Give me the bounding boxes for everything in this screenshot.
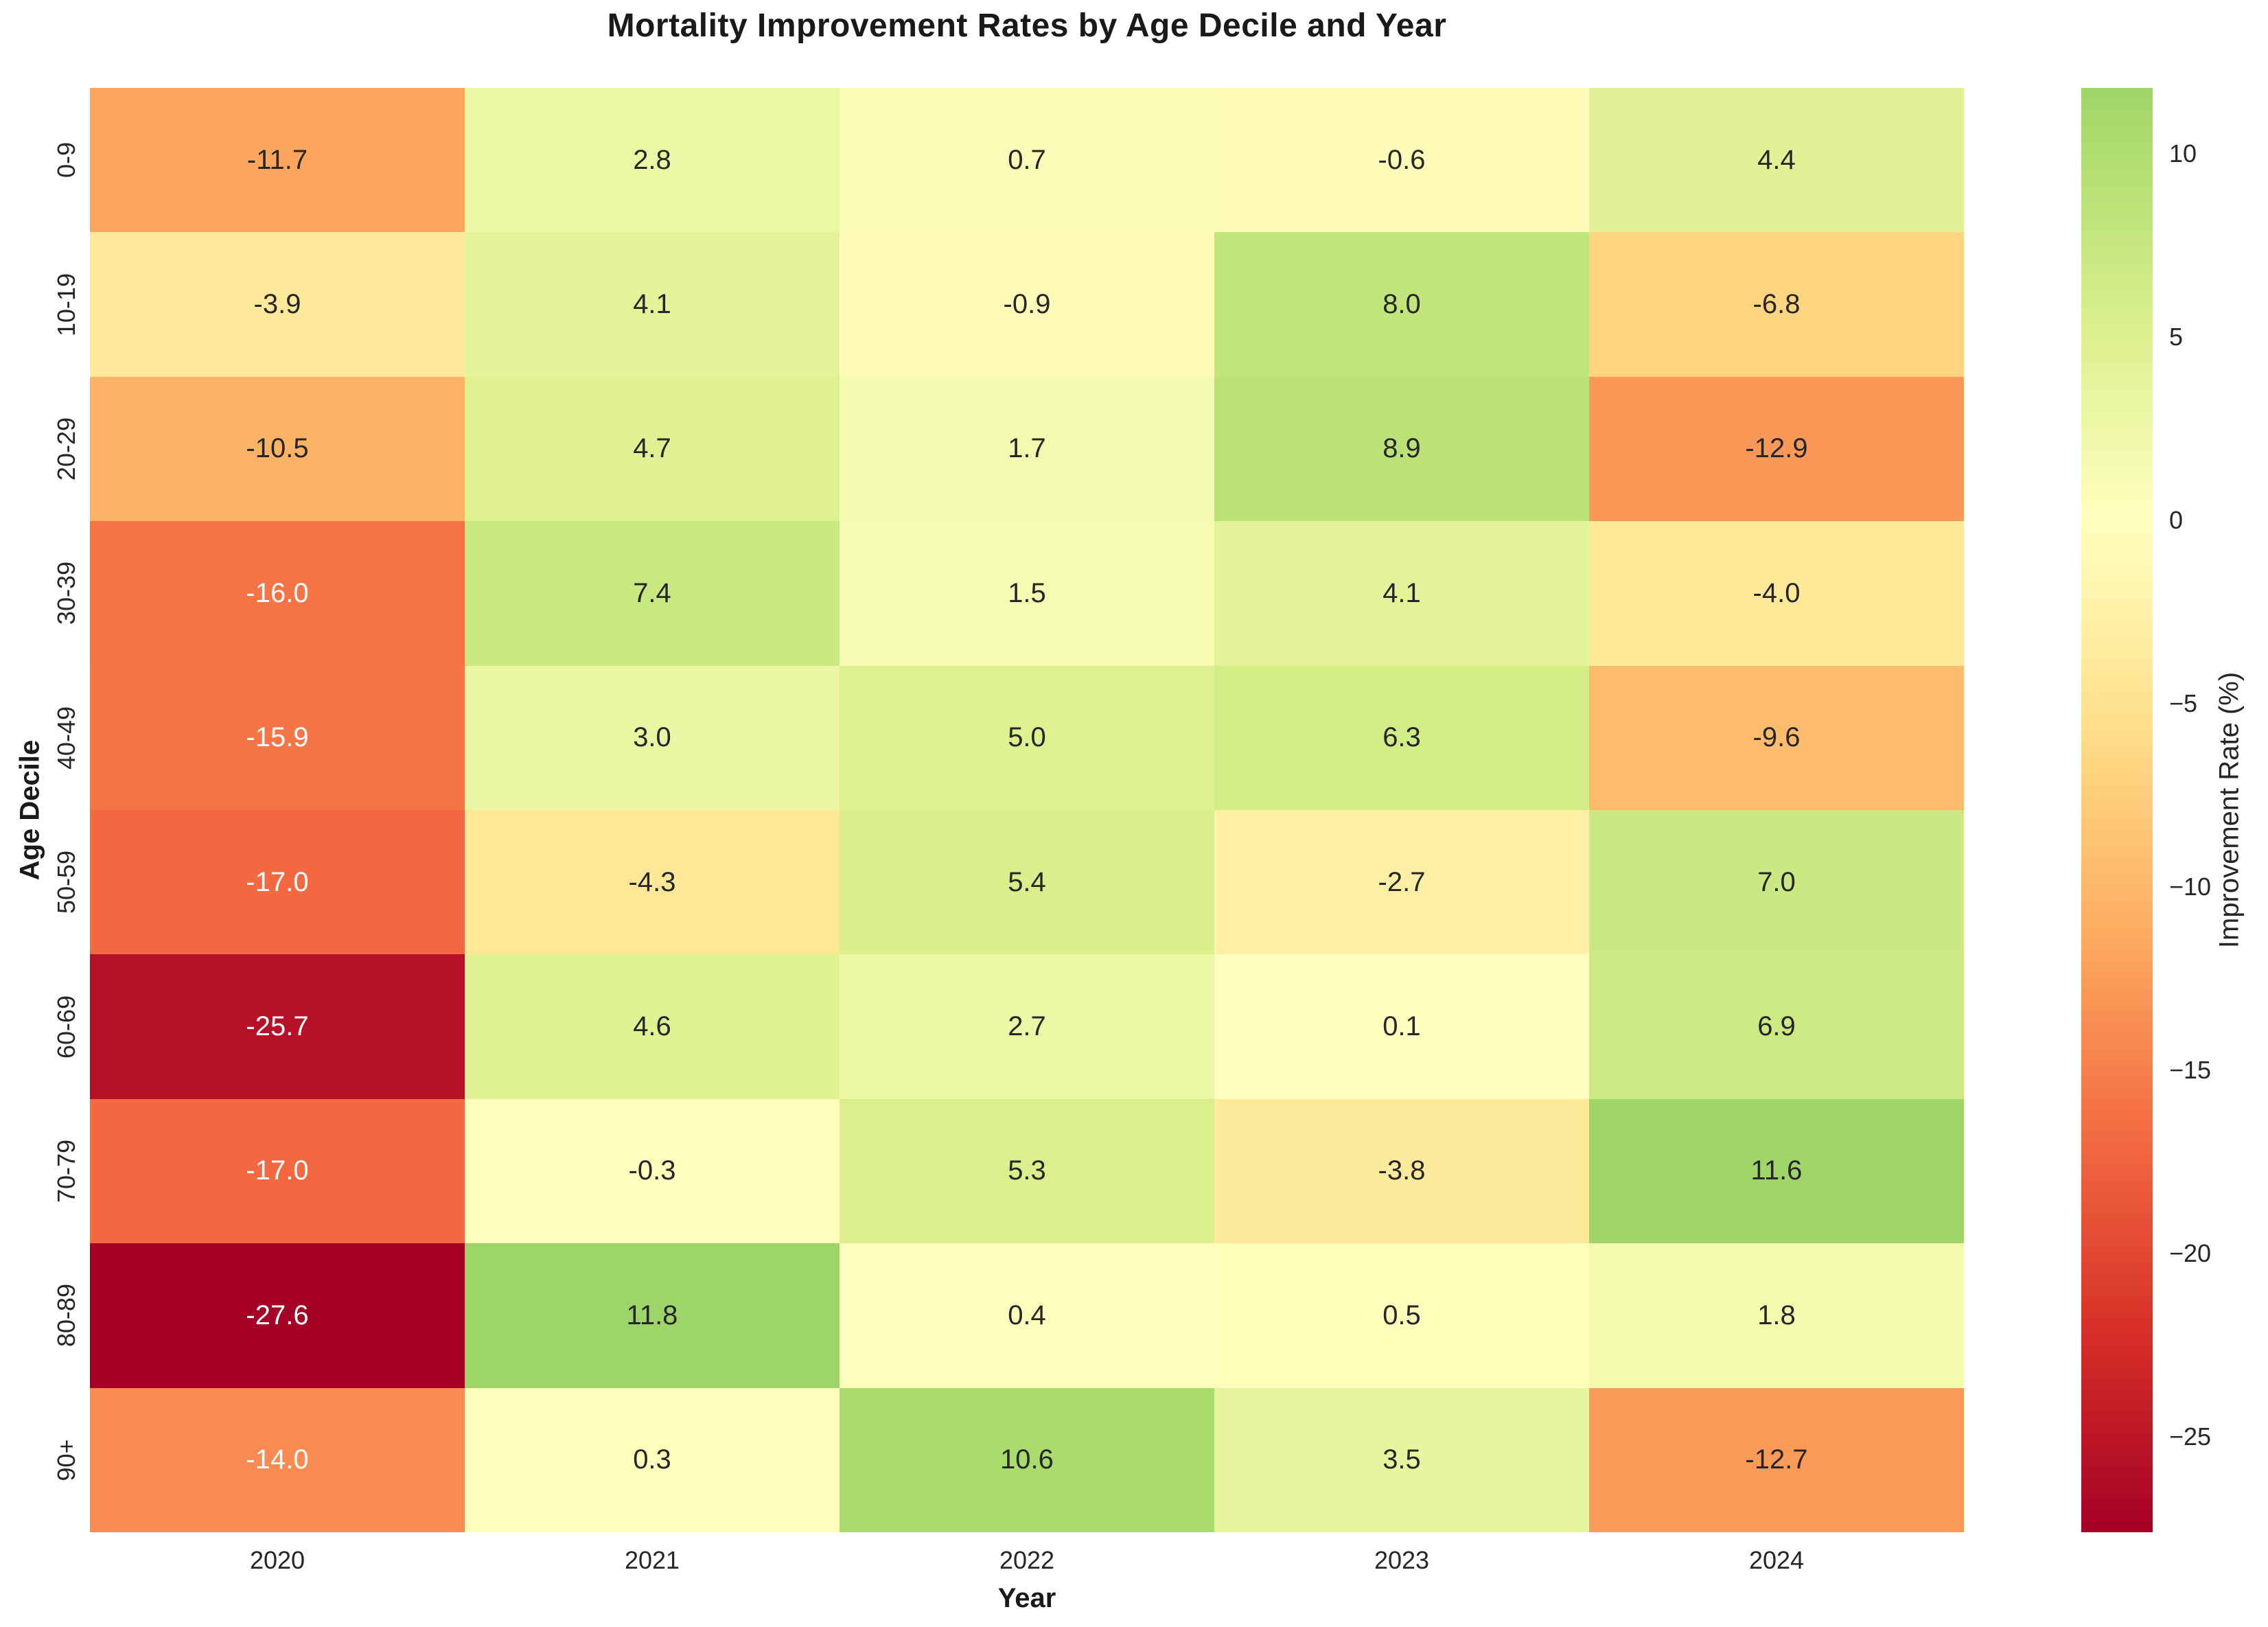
- heatmap-cell: -16.0: [90, 521, 465, 666]
- y-tick-label: 70-79: [52, 1139, 80, 1203]
- heatmap-cell: -3.9: [90, 232, 465, 377]
- heatmap-cell: 0.7: [840, 88, 1214, 233]
- heatmap-cell: -17.0: [90, 1098, 465, 1244]
- heatmap-cell: 1.5: [840, 521, 1214, 666]
- y-axis-label: Age Decile: [14, 739, 45, 881]
- colorbar-tick-label: −25: [2169, 1422, 2212, 1451]
- heatmap-cell: 5.3: [840, 1098, 1214, 1244]
- heatmap-cell: 0.1: [1214, 954, 1589, 1099]
- x-tick-label: 2023: [1374, 1546, 1430, 1574]
- colorbar-tick-label: −20: [2169, 1239, 2212, 1268]
- heatmap-cell: -6.8: [1589, 232, 1964, 377]
- heatmap-cell: 7.4: [465, 521, 840, 666]
- heatmap-cell: 8.0: [1214, 232, 1589, 377]
- colorbar: [2081, 88, 2153, 1532]
- x-tick-label: 2022: [999, 1546, 1055, 1574]
- heatmap-cell: -4.3: [465, 809, 840, 955]
- colorbar-label: Improvement Rate (%): [2214, 671, 2245, 949]
- y-tick-label: 0-9: [52, 142, 80, 178]
- colorbar-tick-label: 0: [2169, 506, 2184, 535]
- heatmap-cell: -27.6: [90, 1243, 465, 1388]
- heatmap-cell: 5.4: [840, 809, 1214, 955]
- heatmap-cell: 4.6: [465, 954, 840, 1099]
- heatmap-cell: -11.7: [90, 88, 465, 233]
- heatmap-cell: 6.9: [1589, 954, 1964, 1099]
- heatmap-cell: -12.7: [1589, 1387, 1964, 1532]
- x-tick-label: 2020: [249, 1546, 305, 1574]
- heatmap-cell: 1.8: [1589, 1243, 1964, 1388]
- heatmap-cell: 4.7: [465, 376, 840, 522]
- heatmap-cell: -4.0: [1589, 521, 1964, 666]
- heatmap-cell: 4.1: [1214, 521, 1589, 666]
- heatmap-cell: 8.9: [1214, 376, 1589, 522]
- heatmap-cell: 3.0: [465, 665, 840, 810]
- y-tick-label: 50-59: [52, 851, 80, 914]
- heatmap-cell: -3.8: [1214, 1098, 1589, 1244]
- x-tick-label: 2024: [1748, 1546, 1805, 1574]
- colorbar-tick-label: 10: [2169, 139, 2197, 168]
- colorbar-tick-label: −15: [2169, 1056, 2212, 1085]
- heatmap-cell: -9.6: [1589, 665, 1964, 810]
- heatmap-cell: -0.3: [465, 1098, 840, 1244]
- heatmap-cell: 0.5: [1214, 1243, 1589, 1388]
- heatmap-cell: 4.1: [465, 232, 840, 377]
- heatmap-grid: -11.7 2.8 0.7 -0.6 4.4 -3.9 4.1 -0.9 8.0 -6.8 -10.…: [90, 88, 1964, 1532]
- y-tick-label: 30-39: [52, 562, 80, 625]
- heatmap-cell: -10.5: [90, 376, 465, 522]
- y-tick-label: 90+: [52, 1439, 80, 1481]
- heatmap-cell: 1.7: [840, 376, 1214, 522]
- y-tick-label: 10-19: [52, 273, 80, 336]
- heatmap-cell: 6.3: [1214, 665, 1589, 810]
- heatmap-cell: 7.0: [1589, 809, 1964, 955]
- heatmap-cell: 2.7: [840, 954, 1214, 1099]
- heatmap-cell: -14.0: [90, 1387, 465, 1532]
- heatmap-cell: -12.9: [1589, 376, 1964, 522]
- x-tick-label: 2021: [624, 1546, 680, 1574]
- heatmap-cell: 2.8: [465, 88, 840, 233]
- heatmap-cell: -15.9: [90, 665, 465, 810]
- heatmap-cell: -25.7: [90, 954, 465, 1099]
- heatmap-cell: 11.8: [465, 1243, 840, 1388]
- x-axis-label: Year: [997, 1583, 1056, 1613]
- colorbar-tick-label: −5: [2169, 689, 2198, 718]
- heatmap-cell: -0.6: [1214, 88, 1589, 233]
- heatmap-cell: 11.6: [1589, 1098, 1964, 1244]
- heatmap-cell: 10.6: [840, 1387, 1214, 1532]
- heatmap-cell: 4.4: [1589, 88, 1964, 233]
- y-tick-label: 60-69: [52, 995, 80, 1059]
- heatmap-cell: 3.5: [1214, 1387, 1589, 1532]
- heatmap-cell: -17.0: [90, 809, 465, 955]
- heatmap-cell: 0.4: [840, 1243, 1214, 1388]
- colorbar-tick-label: −10: [2169, 873, 2212, 901]
- y-tick-label: 20-29: [52, 417, 80, 481]
- y-tick-label: 40-49: [52, 706, 80, 770]
- y-tick-label: 80-89: [52, 1284, 80, 1348]
- heatmap-cell: -0.9: [840, 232, 1214, 377]
- colorbar-tick-label: 5: [2169, 323, 2184, 351]
- heatmap-cell: 5.0: [840, 665, 1214, 810]
- heatmap-cell: -2.7: [1214, 809, 1589, 955]
- chart-title: Mortality Improvement Rates by Age Decil…: [607, 8, 1447, 44]
- heatmap-cell: 0.3: [465, 1387, 840, 1532]
